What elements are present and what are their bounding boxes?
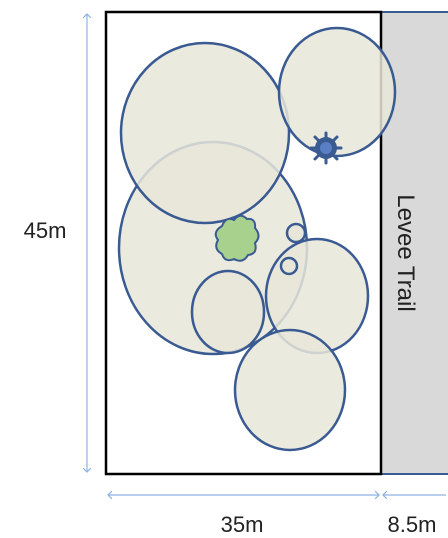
blue-flower-icon [309,131,343,165]
height-label: 45m [24,218,67,243]
width-label: 35m [221,512,264,537]
green-shrub-icon [214,214,260,262]
dimension-lines [87,14,446,495]
shrub-circle-upper [285,222,307,244]
canopy-small-left [190,269,266,355]
trail-width-label: 8.5m [388,512,437,537]
tree-canopies [117,26,397,452]
shrub-markers [279,222,307,276]
levee-trail-label: Levee Trail [392,194,419,311]
canopy-bottom [233,328,347,452]
canopy-upper-right [277,26,397,158]
shrub-circle-lower [279,256,299,276]
canopy-large-upper-left [119,41,291,225]
